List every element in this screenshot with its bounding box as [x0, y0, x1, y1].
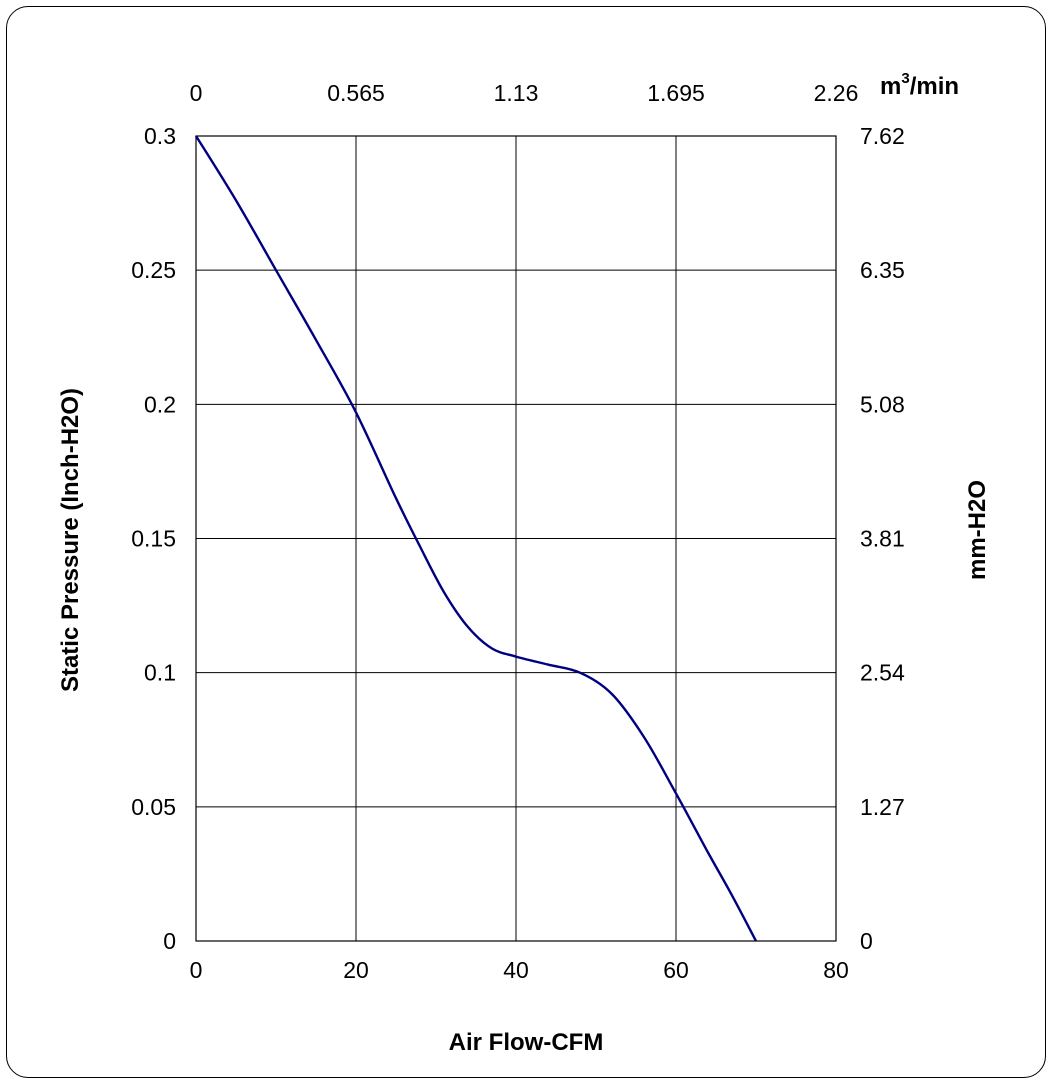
y2-axis-title: mm-H2O [964, 480, 991, 580]
y2-tick-label: 6.35 [860, 257, 905, 283]
y-axis-title: Static Pressure (Inch-H2O) [57, 388, 84, 692]
grid [196, 136, 836, 941]
x2-axis-title-prefix: m [880, 73, 901, 100]
y-tick-label: 0.15 [131, 526, 176, 552]
x2-tick-label: 0 [190, 80, 203, 106]
x2-axis-title-sup: 3 [901, 70, 909, 87]
x2-tick-label: 0.565 [327, 80, 385, 106]
x-tick-label: 40 [503, 957, 529, 983]
y-tick-label: 0.2 [144, 391, 176, 417]
x-tick-label: 60 [663, 957, 689, 983]
chart-frame [6, 6, 1046, 1078]
y2-tick-label: 0 [860, 928, 873, 954]
x2-tick-label: 1.13 [494, 80, 539, 106]
pressure-curve [194, 135, 758, 942]
y-tick-label: 0.1 [144, 660, 176, 686]
y2-tick-label: 7.62 [860, 123, 905, 149]
x2-axis-title: m3/min [880, 70, 959, 100]
tick-labels: 0 20 40 60 80 0 0.565 1.13 1.695 2.26 0 0.05 0.1 0.15… [131, 80, 905, 983]
y2-tick-label: 5.08 [860, 391, 905, 417]
y-tick-label: 0.3 [144, 123, 176, 149]
x2-axis-title-suffix: /min [910, 73, 959, 100]
x-tick-label: 20 [343, 957, 369, 983]
x-axis-title: Air Flow-CFM [449, 1029, 604, 1056]
x2-tick-label: 2.26 [814, 80, 859, 106]
x-tick-label: 0 [190, 957, 203, 983]
plot-area [195, 135, 837, 942]
x-tick-label: 80 [823, 957, 849, 983]
y-tick-label: 0 [163, 928, 176, 954]
x2-tick-label: 1.695 [647, 80, 705, 106]
y-tick-label: 0.25 [131, 257, 176, 283]
y2-tick-label: 2.54 [860, 660, 905, 686]
y2-tick-label: 3.81 [860, 526, 905, 552]
y2-tick-label: 1.27 [860, 794, 905, 820]
y-tick-label: 0.05 [131, 794, 176, 820]
